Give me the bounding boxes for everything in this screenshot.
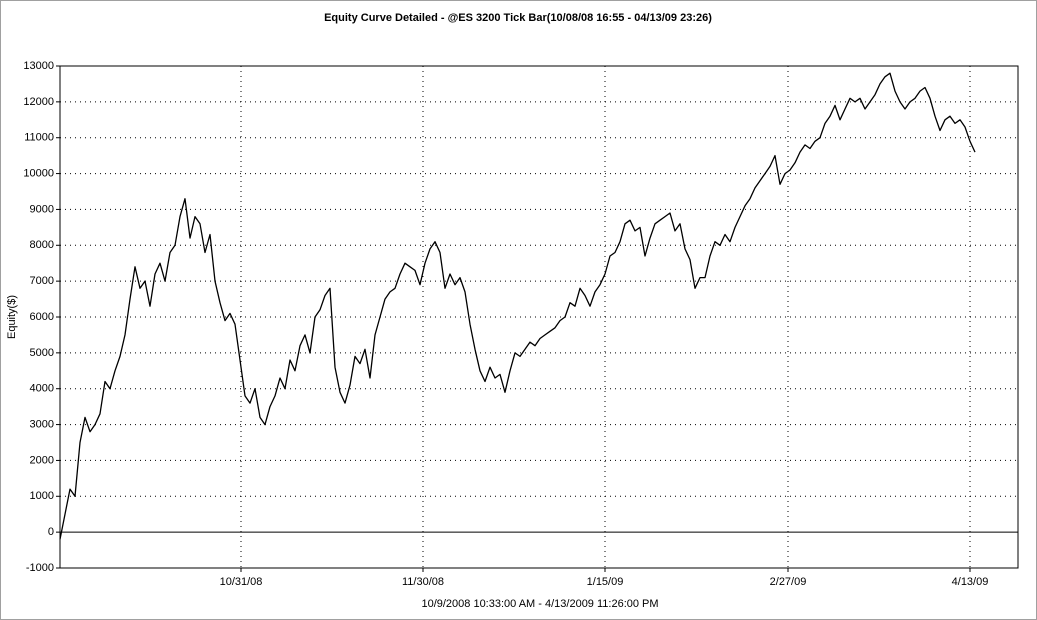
y-tick-label: -1000	[26, 562, 54, 574]
x-tick-label: 10/31/08	[220, 576, 263, 588]
x-tick-label: 2/27/09	[770, 576, 807, 588]
y-tick-label: 0	[48, 526, 54, 538]
y-tick-label: 3000	[30, 418, 54, 430]
chart-title: Equity Curve Detailed - @ES 3200 Tick Ba…	[324, 12, 712, 24]
x-tick-label: 4/13/09	[952, 576, 989, 588]
y-tick-label: 8000	[30, 239, 54, 251]
y-tick-label: 4000	[30, 383, 54, 395]
y-tick-label: 10000	[23, 167, 54, 179]
y-tick-label: 7000	[30, 275, 54, 287]
y-tick-label: 6000	[30, 311, 54, 323]
y-tick-label: 5000	[30, 347, 54, 359]
y-tick-label: 2000	[30, 454, 54, 466]
x-tick-label: 1/15/09	[587, 576, 624, 588]
y-tick-label: 11000	[24, 132, 54, 144]
x-tick-label: 11/30/08	[402, 576, 444, 588]
plot-area	[59, 65, 1019, 569]
y-axis-label: Equity($)	[6, 295, 18, 339]
equity-line	[59, 72, 976, 540]
y-tick-label: 12000	[23, 96, 54, 108]
x-axis-label: 10/9/2008 10:33:00 AM - 4/13/2009 11:26:…	[421, 598, 658, 610]
y-tick-label: 13000	[23, 60, 54, 72]
y-tick-label: 9000	[30, 203, 54, 215]
y-tick-label: 1000	[30, 490, 54, 502]
